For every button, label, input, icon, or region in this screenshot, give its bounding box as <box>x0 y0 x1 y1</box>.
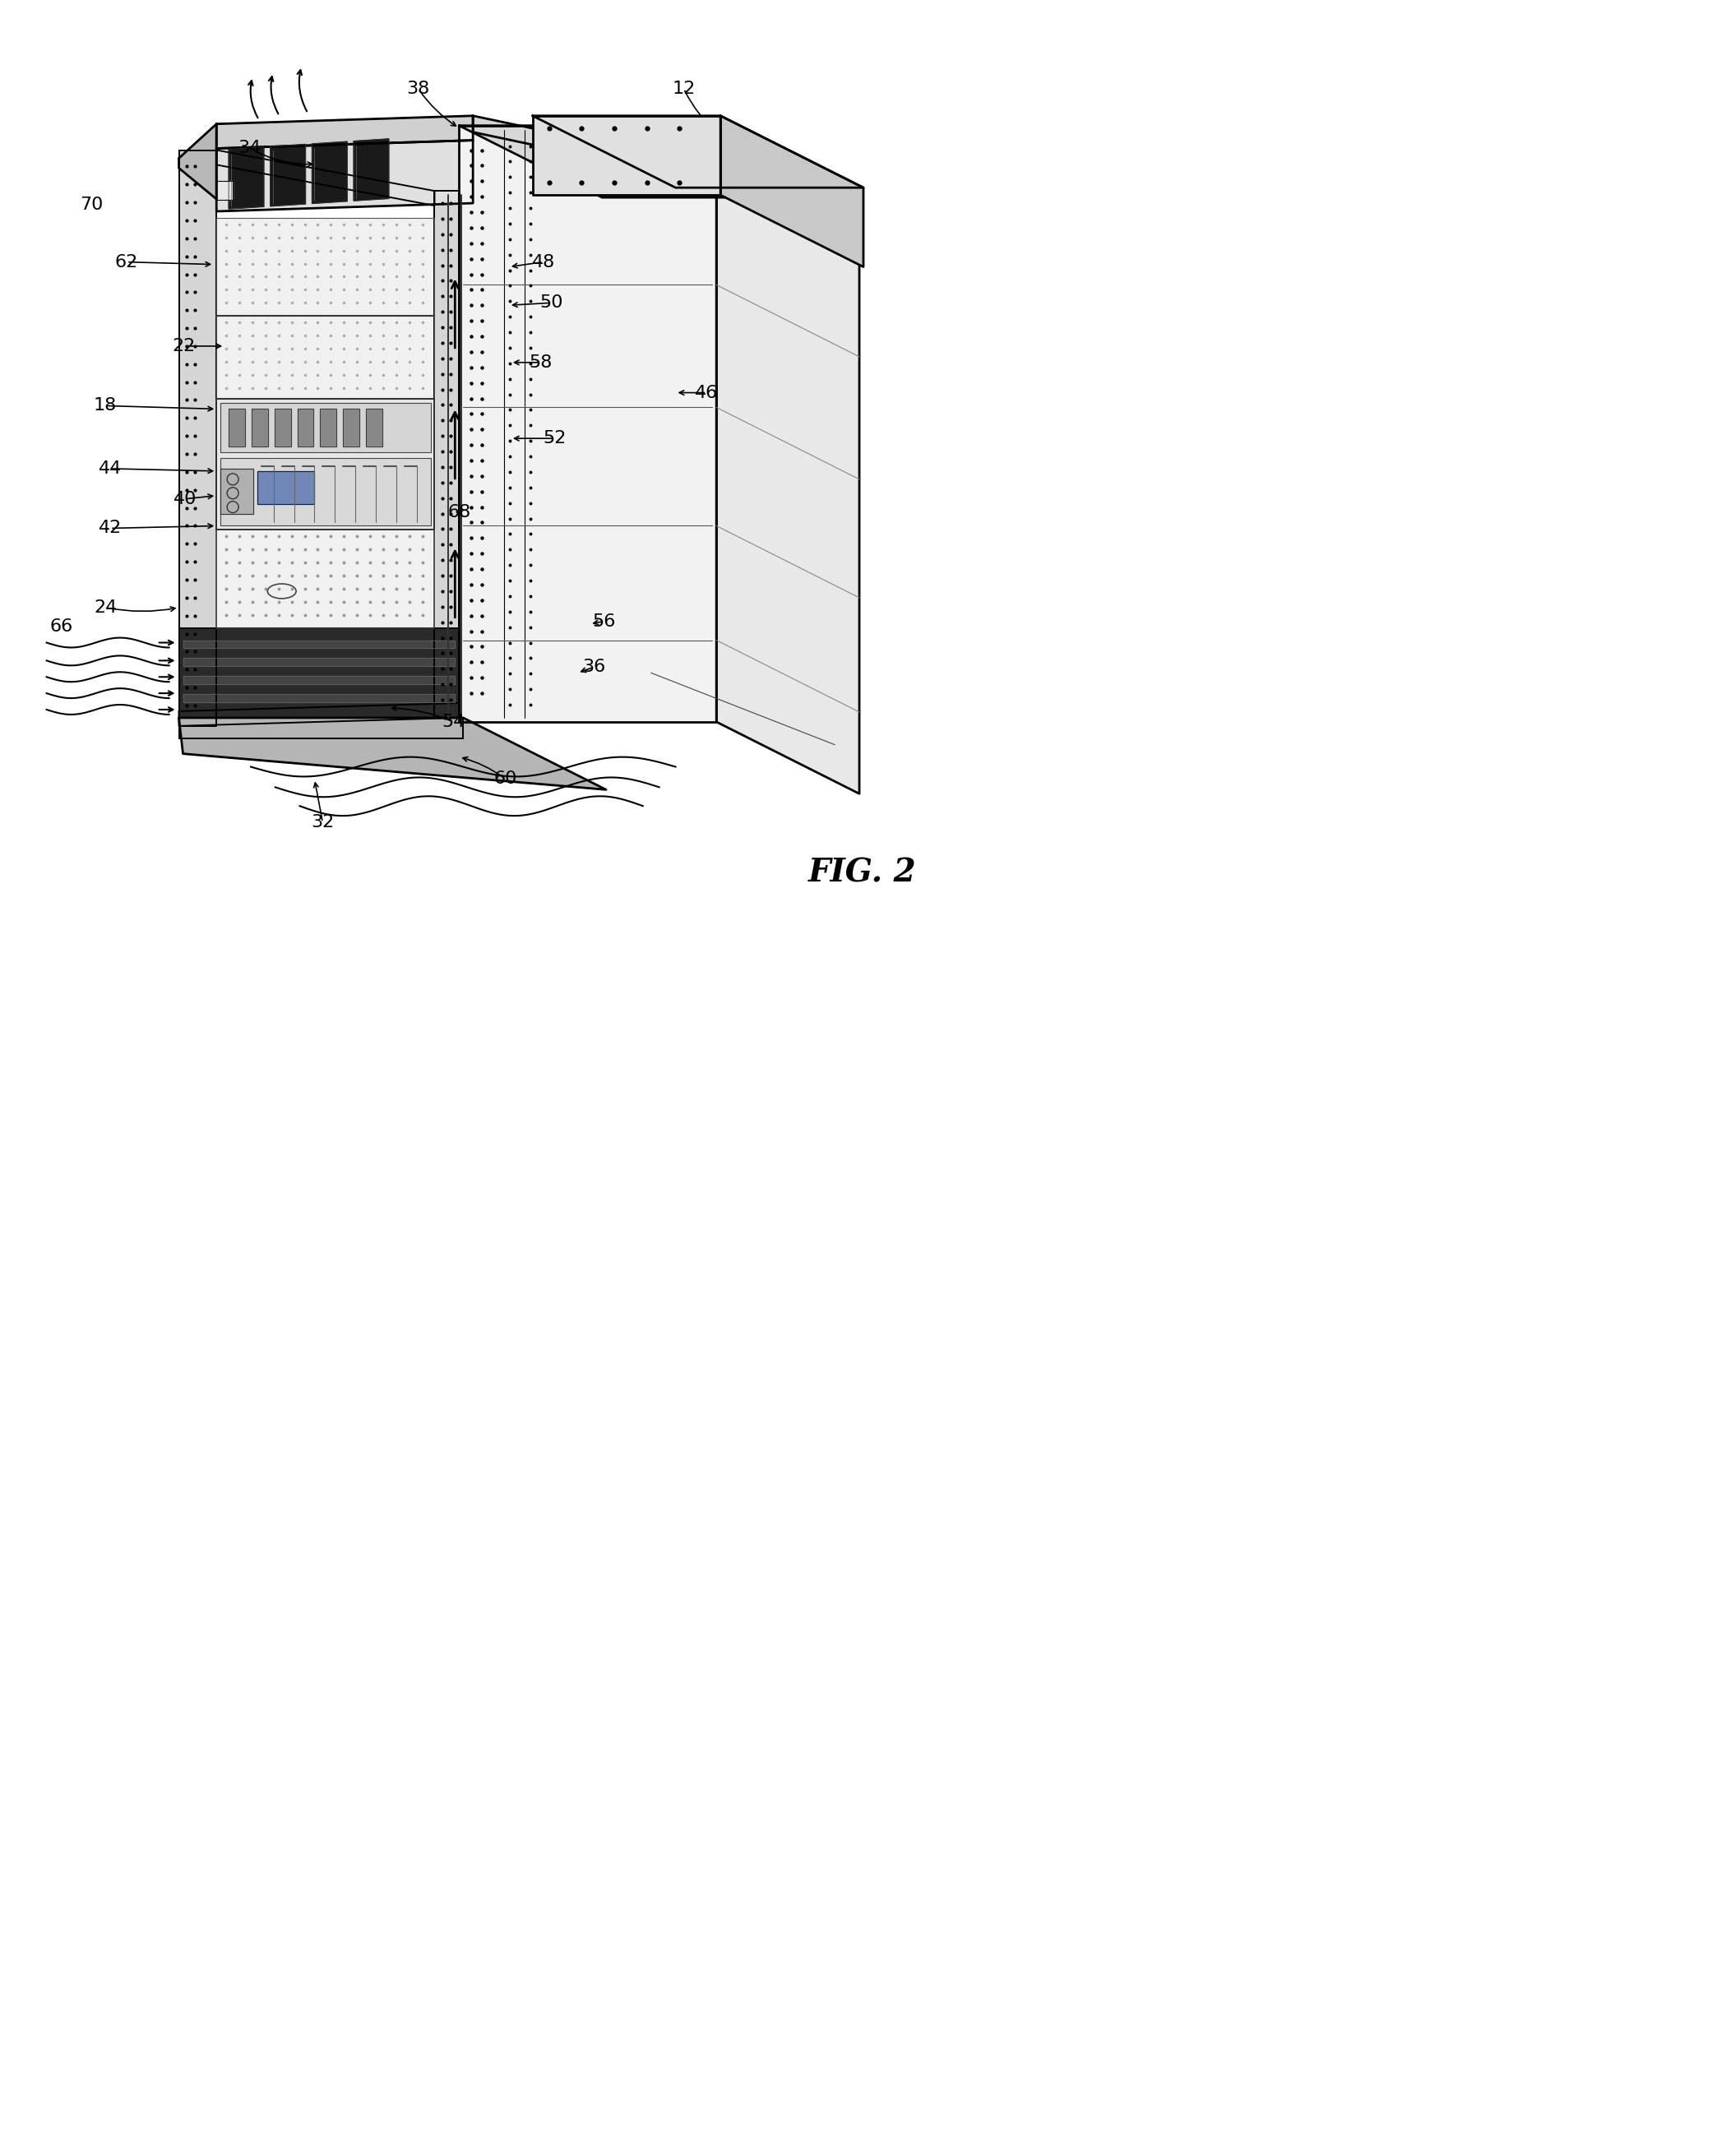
Polygon shape <box>312 142 347 203</box>
Polygon shape <box>274 410 290 446</box>
Text: 54: 54 <box>442 714 464 731</box>
Polygon shape <box>459 125 716 722</box>
Text: 48: 48 <box>532 254 554 270</box>
Text: 46: 46 <box>696 384 718 401</box>
Polygon shape <box>183 658 456 666</box>
Text: 58: 58 <box>530 354 552 371</box>
Polygon shape <box>321 410 337 446</box>
Polygon shape <box>271 144 306 207</box>
Polygon shape <box>183 694 456 703</box>
Polygon shape <box>180 703 459 727</box>
Polygon shape <box>533 116 720 194</box>
Text: 22: 22 <box>173 338 195 354</box>
Text: FIG. 2: FIG. 2 <box>808 858 917 888</box>
Polygon shape <box>216 181 233 201</box>
Polygon shape <box>343 410 359 446</box>
Polygon shape <box>297 410 314 446</box>
Text: 68: 68 <box>447 505 471 520</box>
Polygon shape <box>720 116 863 267</box>
Polygon shape <box>533 116 863 188</box>
Text: 50: 50 <box>540 295 563 310</box>
Polygon shape <box>216 530 435 627</box>
Text: 42: 42 <box>98 520 123 537</box>
Polygon shape <box>183 640 456 649</box>
Polygon shape <box>473 116 860 213</box>
Polygon shape <box>216 218 435 317</box>
Polygon shape <box>459 125 860 198</box>
Polygon shape <box>180 718 606 789</box>
Text: 18: 18 <box>93 397 117 414</box>
Polygon shape <box>354 138 388 201</box>
Polygon shape <box>216 116 473 149</box>
Polygon shape <box>216 140 473 211</box>
Text: 60: 60 <box>494 772 518 787</box>
Text: 62: 62 <box>116 254 138 270</box>
Polygon shape <box>221 468 254 513</box>
Text: 56: 56 <box>592 612 614 630</box>
Polygon shape <box>252 410 268 446</box>
Text: 44: 44 <box>98 461 123 476</box>
Polygon shape <box>716 125 860 793</box>
Text: 24: 24 <box>93 599 117 617</box>
Text: 66: 66 <box>50 619 72 634</box>
Polygon shape <box>221 403 430 453</box>
Text: 40: 40 <box>174 492 197 507</box>
Polygon shape <box>230 147 264 209</box>
Polygon shape <box>180 151 216 727</box>
Text: 36: 36 <box>582 660 606 675</box>
Polygon shape <box>180 123 216 198</box>
Polygon shape <box>216 317 435 399</box>
Text: 34: 34 <box>238 140 261 155</box>
Polygon shape <box>257 472 314 505</box>
Polygon shape <box>435 192 459 718</box>
Text: 12: 12 <box>671 80 696 97</box>
Polygon shape <box>230 410 245 446</box>
Text: 38: 38 <box>407 80 430 97</box>
Polygon shape <box>183 677 456 683</box>
Text: 70: 70 <box>79 196 104 213</box>
Polygon shape <box>216 151 435 205</box>
Polygon shape <box>216 399 435 530</box>
Polygon shape <box>180 627 459 718</box>
Polygon shape <box>366 410 381 446</box>
Text: 52: 52 <box>544 431 566 446</box>
Polygon shape <box>221 457 430 526</box>
Text: 32: 32 <box>311 815 335 830</box>
